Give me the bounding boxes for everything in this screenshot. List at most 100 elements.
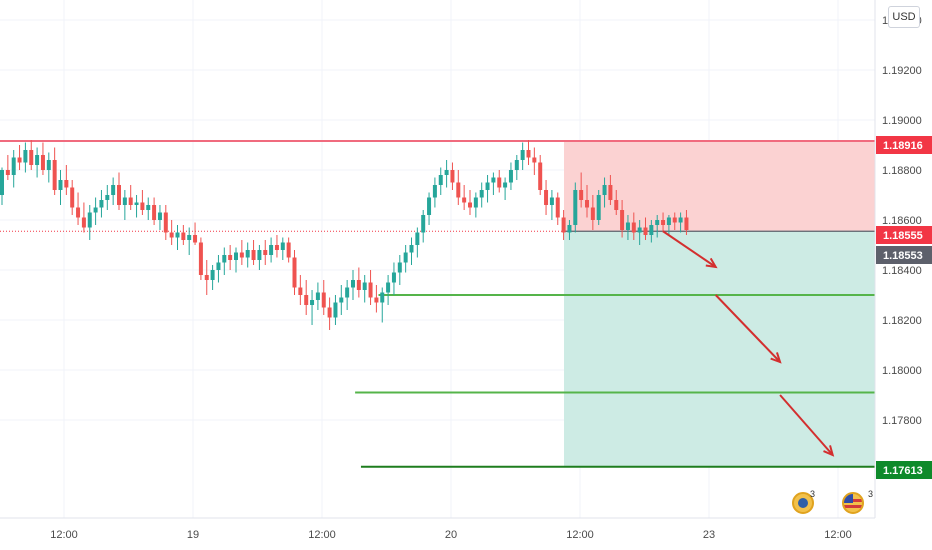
candle-body: [473, 197, 478, 208]
candle-body: [631, 222, 636, 233]
candle-body: [152, 205, 157, 220]
x-tick-label[interactable]: 23: [703, 529, 715, 541]
candle-body: [0, 170, 4, 195]
candle-body: [81, 217, 86, 228]
candle-body: [655, 220, 660, 225]
projection-arrows[interactable]: [662, 230, 835, 457]
candle-body: [403, 252, 408, 263]
candle-body: [333, 302, 338, 318]
candle-body: [625, 222, 630, 230]
currency-button[interactable]: USD: [888, 6, 920, 28]
candle-body: [140, 202, 145, 210]
candle-body: [204, 275, 209, 280]
candle-body: [274, 245, 279, 250]
x-axis-ticks[interactable]: 12:00 19 12:00 20 12:00 23 12:00: [50, 529, 852, 541]
candle-body: [210, 270, 215, 280]
price-tag-background: [876, 246, 932, 264]
candle-body: [620, 210, 625, 230]
take-profit-zone[interactable]: [564, 231, 875, 467]
candle-body: [193, 235, 198, 243]
y-tick-label[interactable]: 1.18400: [882, 265, 922, 277]
candle-body: [29, 150, 34, 165]
candle-body: [491, 177, 496, 183]
candle-body: [561, 217, 566, 233]
candle-body: [666, 217, 671, 225]
candle-body: [321, 292, 326, 308]
earnings-event-icon[interactable]: [792, 492, 814, 514]
candle-body: [585, 200, 589, 208]
candle-body: [263, 250, 268, 255]
candle-body: [111, 185, 116, 195]
projection-arrow[interactable]: [714, 294, 782, 364]
candle-body: [391, 272, 396, 283]
candle-body: [198, 242, 203, 275]
candle-body: [614, 200, 619, 210]
y-tick-label[interactable]: 1.18200: [882, 315, 922, 327]
price-tag: 1.17613: [876, 461, 932, 479]
y-tick-label[interactable]: 1.19200: [882, 65, 922, 77]
candle-body: [456, 182, 461, 198]
position-zones: [0, 141, 875, 467]
candle-body: [117, 185, 121, 205]
price-tag-label: 1.18555: [883, 230, 923, 242]
candle-body: [228, 255, 233, 260]
x-tick-label[interactable]: 12:00: [308, 529, 336, 541]
candle-body: [239, 252, 244, 258]
stop-loss-zone[interactable]: [564, 141, 875, 232]
price-tag: 1.18555: [876, 226, 932, 244]
candle-body: [35, 155, 40, 165]
projection-arrow[interactable]: [662, 230, 718, 269]
x-tick-label[interactable]: 12:00: [824, 529, 852, 541]
y-tick-label[interactable]: 1.18800: [882, 165, 922, 177]
candle-body: [497, 177, 502, 188]
candle-body: [222, 255, 227, 263]
y-tick-label[interactable]: 1.19000: [882, 115, 922, 127]
x-tick-label[interactable]: 19: [187, 529, 199, 541]
candle-body: [40, 155, 45, 170]
candle-body: [216, 262, 221, 270]
x-tick-label[interactable]: 12:00: [50, 529, 78, 541]
candle-body: [438, 175, 443, 185]
candle-body: [374, 297, 379, 303]
candle-body: [58, 180, 63, 190]
candle-body: [345, 287, 350, 298]
candle-body: [427, 197, 432, 215]
candle-body: [579, 190, 584, 200]
candle-body: [485, 182, 490, 190]
candle-body: [637, 227, 642, 233]
arrow-head: [770, 352, 782, 364]
candle-body: [596, 195, 601, 220]
x-tick-label[interactable]: 12:00: [566, 529, 594, 541]
candle-body: [468, 202, 472, 208]
x-tick-label[interactable]: 20: [445, 529, 457, 541]
candle-body: [678, 217, 683, 223]
candle-body: [257, 250, 262, 260]
candle-body: [421, 215, 426, 233]
y-tick-label[interactable]: 1.18600: [882, 215, 922, 227]
us-flag-event-icon[interactable]: [842, 492, 864, 514]
horizontal-lines[interactable]: [0, 140, 875, 468]
candle-body: [397, 262, 402, 273]
candle-body: [76, 207, 81, 218]
projection-arrow[interactable]: [779, 394, 835, 457]
candle-body: [508, 170, 513, 183]
candle-body: [122, 197, 127, 205]
candle-body: [46, 160, 51, 170]
candle-body: [99, 200, 104, 208]
y-tick-label[interactable]: 1.18000: [882, 365, 922, 377]
candle-body: [462, 197, 467, 203]
candle-body: [503, 182, 508, 188]
candle-body: [544, 190, 549, 205]
candle-body: [17, 157, 22, 163]
candle-series: [0, 140, 689, 330]
candle-body: [134, 202, 139, 205]
y-axis-ticks[interactable]: 1.194001.192001.190001.188001.186001.184…: [882, 15, 922, 427]
candle-body: [339, 297, 344, 303]
candle-body: [327, 307, 332, 318]
candle-body: [409, 245, 414, 253]
candle-body: [251, 250, 256, 260]
candle-body: [351, 280, 355, 288]
y-tick-label[interactable]: 1.17800: [882, 415, 922, 427]
arrow-shaft: [662, 230, 717, 268]
